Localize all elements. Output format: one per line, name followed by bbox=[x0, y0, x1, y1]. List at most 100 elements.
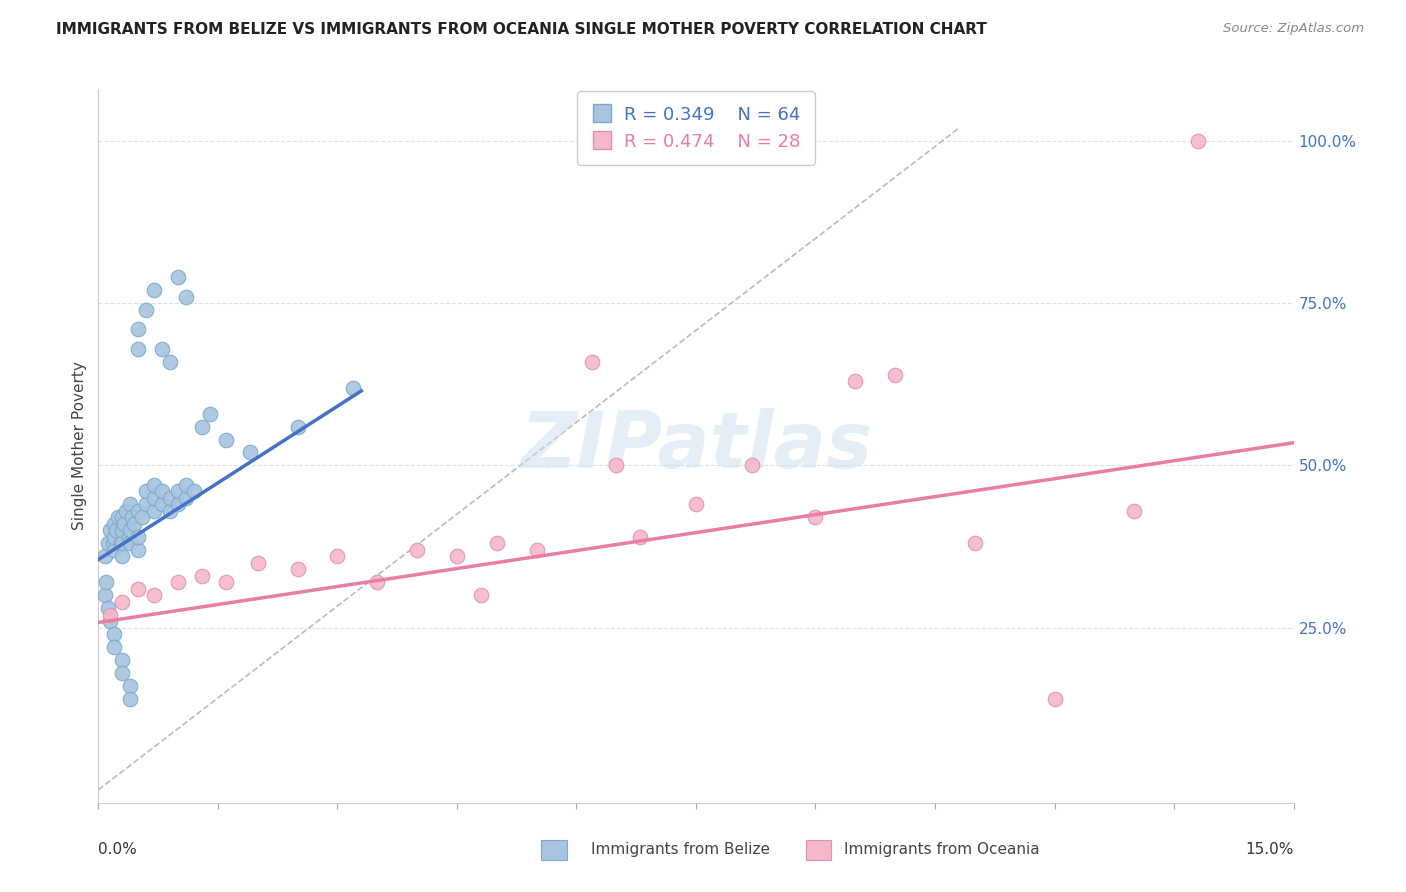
Point bbox=[120, 524, 142, 538]
Point bbox=[127, 322, 149, 336]
Point bbox=[111, 653, 134, 667]
Text: 0.0%: 0.0% bbox=[98, 842, 138, 857]
Point bbox=[215, 433, 238, 447]
Point bbox=[198, 407, 221, 421]
Text: 15.0%: 15.0% bbox=[1246, 842, 1294, 857]
Point bbox=[685, 497, 707, 511]
Point bbox=[174, 491, 197, 505]
Point bbox=[844, 374, 866, 388]
Point bbox=[135, 484, 157, 499]
Point bbox=[127, 530, 149, 544]
Point bbox=[120, 497, 142, 511]
Point bbox=[470, 588, 492, 602]
Point bbox=[107, 510, 129, 524]
Point bbox=[111, 595, 134, 609]
Point bbox=[111, 536, 134, 550]
Point bbox=[103, 542, 125, 557]
Point bbox=[287, 562, 309, 576]
Point bbox=[127, 582, 149, 596]
Point bbox=[326, 549, 349, 564]
Point bbox=[191, 568, 214, 582]
Point bbox=[120, 692, 142, 706]
Point bbox=[143, 491, 166, 505]
Point bbox=[96, 575, 118, 590]
Point bbox=[581, 354, 603, 368]
Text: ZIPatlas: ZIPatlas bbox=[520, 408, 872, 484]
Point bbox=[103, 640, 125, 654]
Point bbox=[97, 601, 120, 615]
Point bbox=[741, 458, 763, 473]
Point bbox=[167, 497, 190, 511]
Point bbox=[135, 497, 157, 511]
Point bbox=[94, 549, 117, 564]
Point bbox=[804, 510, 827, 524]
Point bbox=[143, 588, 166, 602]
Point bbox=[111, 549, 134, 564]
Point bbox=[526, 542, 548, 557]
Point bbox=[111, 666, 134, 681]
Point bbox=[150, 342, 173, 356]
Point bbox=[183, 484, 205, 499]
Text: Immigrants from Belize: Immigrants from Belize bbox=[591, 842, 769, 856]
Point bbox=[963, 536, 986, 550]
Point bbox=[239, 445, 262, 459]
Point bbox=[174, 478, 197, 492]
Point bbox=[112, 516, 135, 531]
Point bbox=[246, 556, 269, 570]
Point bbox=[97, 536, 120, 550]
Point bbox=[127, 504, 149, 518]
Point bbox=[628, 530, 651, 544]
Point bbox=[124, 516, 146, 531]
Point bbox=[104, 524, 127, 538]
Point bbox=[143, 283, 166, 297]
Point bbox=[103, 516, 125, 531]
Point bbox=[159, 491, 181, 505]
Point bbox=[150, 484, 173, 499]
Point bbox=[167, 575, 190, 590]
Point bbox=[884, 368, 907, 382]
Point bbox=[103, 627, 125, 641]
Point bbox=[143, 504, 166, 518]
Legend: R = 0.349    N = 64, R = 0.474    N = 28: R = 0.349 N = 64, R = 0.474 N = 28 bbox=[576, 91, 815, 165]
Point bbox=[191, 419, 214, 434]
Point bbox=[127, 542, 149, 557]
Point bbox=[167, 484, 190, 499]
Point bbox=[287, 419, 309, 434]
Point bbox=[446, 549, 468, 564]
Point bbox=[135, 302, 157, 317]
Point bbox=[406, 542, 429, 557]
Point bbox=[100, 607, 122, 622]
Point bbox=[143, 478, 166, 492]
Point bbox=[127, 342, 149, 356]
Point bbox=[118, 530, 141, 544]
Point bbox=[110, 536, 132, 550]
Point bbox=[150, 497, 173, 511]
Text: Immigrants from Oceania: Immigrants from Oceania bbox=[844, 842, 1039, 856]
Text: Source: ZipAtlas.com: Source: ZipAtlas.com bbox=[1223, 22, 1364, 36]
Y-axis label: Single Mother Poverty: Single Mother Poverty bbox=[72, 361, 87, 531]
Point bbox=[366, 575, 388, 590]
Point bbox=[167, 270, 190, 285]
Point bbox=[1043, 692, 1066, 706]
Point bbox=[121, 510, 143, 524]
Point bbox=[101, 536, 124, 550]
Point bbox=[342, 381, 364, 395]
Point bbox=[1123, 504, 1146, 518]
Point bbox=[120, 536, 142, 550]
Point bbox=[111, 524, 134, 538]
Point bbox=[131, 510, 153, 524]
Point bbox=[485, 536, 508, 550]
Point bbox=[215, 575, 238, 590]
Point bbox=[605, 458, 627, 473]
Point bbox=[159, 354, 181, 368]
Point bbox=[115, 504, 138, 518]
Point bbox=[111, 510, 134, 524]
Point bbox=[103, 530, 125, 544]
Point bbox=[100, 524, 122, 538]
Point bbox=[174, 290, 197, 304]
Point bbox=[1187, 134, 1209, 148]
Point bbox=[100, 614, 122, 628]
Point bbox=[120, 679, 142, 693]
Point bbox=[159, 504, 181, 518]
Text: IMMIGRANTS FROM BELIZE VS IMMIGRANTS FROM OCEANIA SINGLE MOTHER POVERTY CORRELAT: IMMIGRANTS FROM BELIZE VS IMMIGRANTS FRO… bbox=[56, 22, 987, 37]
